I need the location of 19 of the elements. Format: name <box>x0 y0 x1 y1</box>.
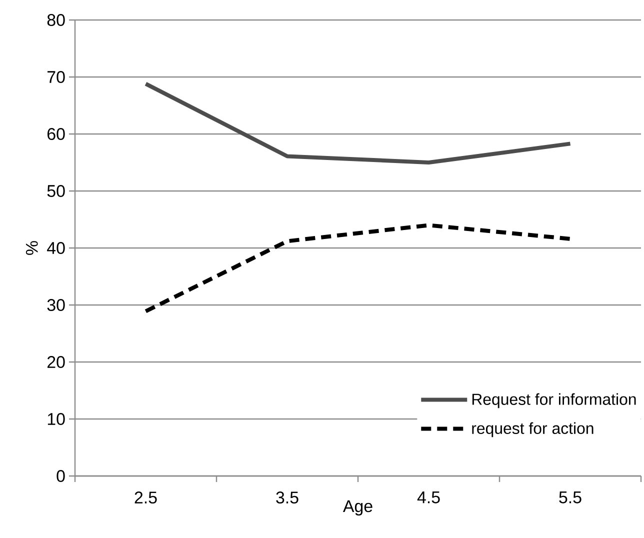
x-tick-label: 3.5 <box>276 492 298 504</box>
line-series <box>144 223 572 314</box>
y-tick-label: 50 <box>47 185 65 198</box>
x-tick-label: 5.5 <box>559 492 582 504</box>
y-tick-label: 0 <box>56 470 65 482</box>
y-tick-label: 60 <box>48 128 65 140</box>
y-tick-label: 40 <box>47 242 65 254</box>
y-tick-label: 20 <box>48 356 65 368</box>
x-tick-label: 2.5 <box>134 492 157 504</box>
y-tick-label: 70 <box>48 71 65 84</box>
y-tick-label: 10 <box>48 413 65 425</box>
line-series <box>144 82 572 164</box>
x-axis-title: Age <box>342 500 372 516</box>
y-tick-label: 30 <box>47 299 65 312</box>
y-axis-title: % <box>26 241 38 255</box>
x-tick-label: 4.5 <box>417 492 440 504</box>
legend-label: request for action <box>472 422 594 438</box>
legend-label: Request for information <box>472 393 636 408</box>
y-tick-label: 80 <box>47 14 65 26</box>
